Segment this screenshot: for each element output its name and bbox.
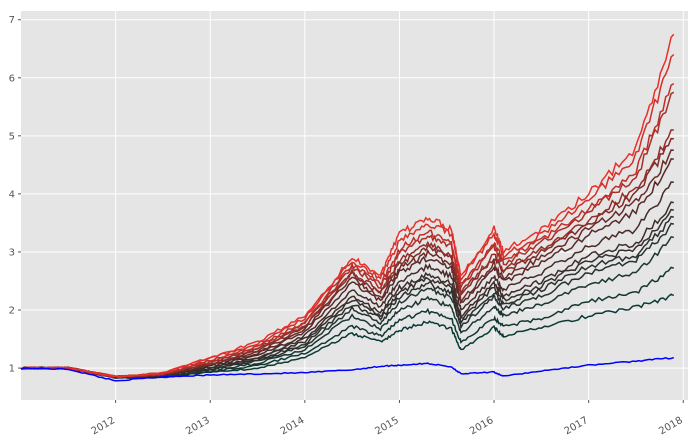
y-tick-label: 7 <box>9 15 15 26</box>
strategy-line <box>20 149 674 378</box>
benchmark-line <box>20 356 675 382</box>
y-tick-label: 4 <box>9 189 15 200</box>
x-axis: 2012 2013 2014 2015 2016 2017 2018 <box>90 400 685 437</box>
strategy-line <box>20 33 675 378</box>
x-tick-label: 2014 <box>279 415 307 437</box>
x-tick-label: 2012 <box>90 415 118 437</box>
plot-area <box>21 11 688 400</box>
y-tick-label: 1 <box>9 364 15 375</box>
gridlines <box>21 11 688 400</box>
y-tick-label: 6 <box>9 73 15 84</box>
x-tick-label: 2016 <box>468 415 496 437</box>
series-layer <box>20 33 675 382</box>
x-tick-label: 2013 <box>184 415 212 437</box>
y-tick-label: 2 <box>9 306 15 317</box>
y-axis: 1 2 3 4 5 6 7 <box>9 15 21 375</box>
x-tick-label: 2017 <box>563 415 591 437</box>
y-tick-label: 5 <box>9 131 15 142</box>
y-tick-label: 3 <box>9 247 15 258</box>
x-tick-label: 2015 <box>373 415 401 437</box>
x-tick-label: 2018 <box>657 415 685 437</box>
